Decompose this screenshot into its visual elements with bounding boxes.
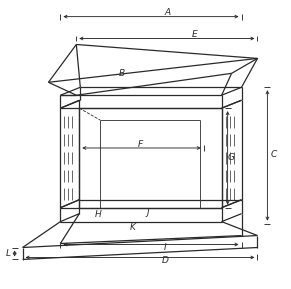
Text: L: L <box>6 249 11 258</box>
Text: K: K <box>130 223 136 232</box>
Text: G: G <box>228 153 235 162</box>
Text: E: E <box>192 30 198 39</box>
Text: F: F <box>137 140 143 149</box>
Text: C: C <box>270 151 276 160</box>
Text: J: J <box>147 208 149 217</box>
Text: B: B <box>119 69 125 78</box>
Text: H: H <box>95 210 102 219</box>
Text: D: D <box>162 256 168 265</box>
Text: A: A <box>165 8 171 17</box>
Text: I: I <box>164 243 166 252</box>
